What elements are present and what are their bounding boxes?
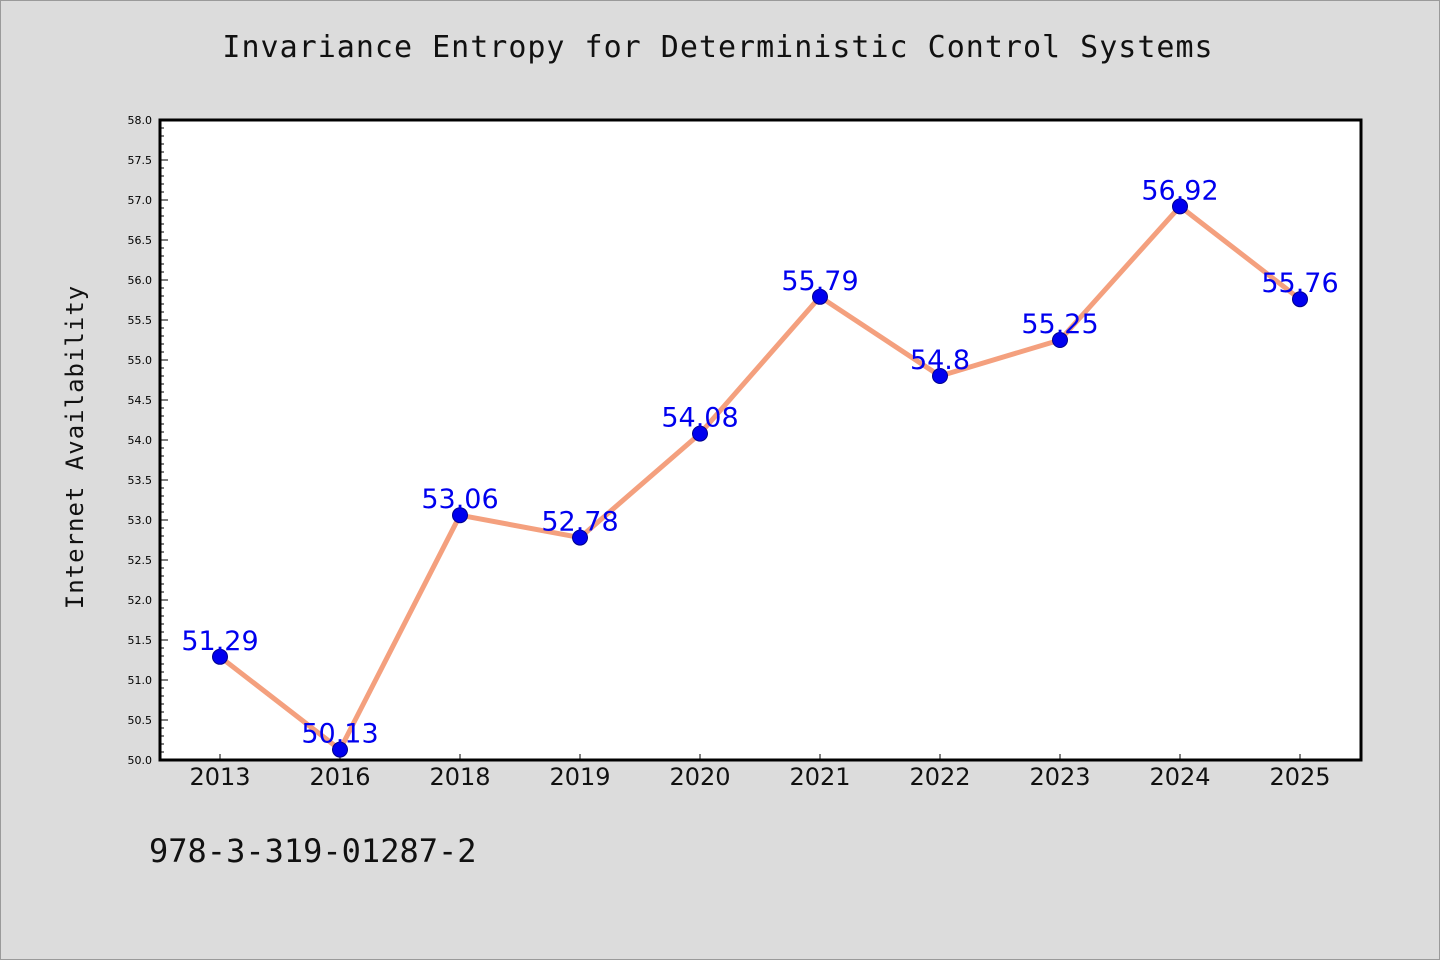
data-label: 53.06 [421,484,498,515]
y-tick-label: 50.0 [128,754,153,767]
y-tick-label: 57.5 [128,154,153,167]
y-tick-label: 51.5 [128,634,153,647]
data-point [692,425,708,442]
plot-border [158,118,1363,762]
y-tick-label: 53.5 [128,474,153,487]
data-point [932,368,948,384]
data-label: 50.13 [301,719,378,750]
y-tick-label: 55.5 [128,314,153,327]
x-tick-label: 2023 [1029,763,1090,791]
x-tick-label: 2020 [669,763,730,791]
y-tick-label: 56.0 [128,274,153,287]
data-point [212,648,228,665]
plot-area [160,120,1361,760]
data-label: 54.8 [910,345,970,376]
data-point [1292,291,1308,308]
data-label: 51.29 [181,626,258,657]
y-tick-label: 52.0 [128,594,153,607]
y-tick-label: 54.0 [128,434,153,447]
y-tick-label: 50.5 [128,714,153,727]
data-point [572,529,588,546]
chart-title: Invariance Entropy for Deterministic Con… [222,30,1214,65]
data-point [452,507,468,524]
x-tick-label: 2013 [189,763,250,791]
y-tick-label: 56.5 [128,234,153,247]
x-tick-label: 2025 [1269,763,1330,791]
series-layer [212,198,1308,758]
y-axis-ticks: 50.0 50.5 51.0 51.5 52.0 52.5 53.0 53.5 54.0 54.5… [128,114,168,767]
y-tick-label: 58.0 [128,114,153,127]
data-point [332,741,348,758]
x-tick-label: 2018 [429,763,490,791]
data-label: 55.76 [1261,268,1338,299]
x-tick-label: 2022 [909,763,970,791]
data-label: 54.08 [661,403,738,434]
data-point [812,288,828,305]
series-line [217,203,1303,753]
x-tick-label: 2021 [789,763,850,791]
data-labels-layer: 51.29 50.13 53.06 52.78 54.08 55.79 54.8 55.25 5… [181,175,1338,749]
data-point [1052,332,1068,348]
data-label: 52.78 [541,507,618,538]
y-tick-label: 55.0 [128,354,153,367]
x-tick-label: 2019 [549,763,610,791]
data-label: 55.79 [781,266,858,297]
y-tick-label: 53.0 [128,514,153,527]
y-tick-label: 52.5 [128,554,153,567]
data-point [1172,198,1188,215]
data-label: 56.92 [1141,175,1218,206]
x-tick-label: 2016 [309,763,370,791]
data-label: 55.25 [1021,309,1098,340]
y-tick-label: 57.0 [128,194,153,207]
footer-code: 978-3-319-01287-2 [149,832,477,870]
y-tick-label: 54.5 [128,394,153,407]
x-tick-label: 2024 [1149,763,1210,791]
y-tick-label: 51.0 [128,674,153,687]
